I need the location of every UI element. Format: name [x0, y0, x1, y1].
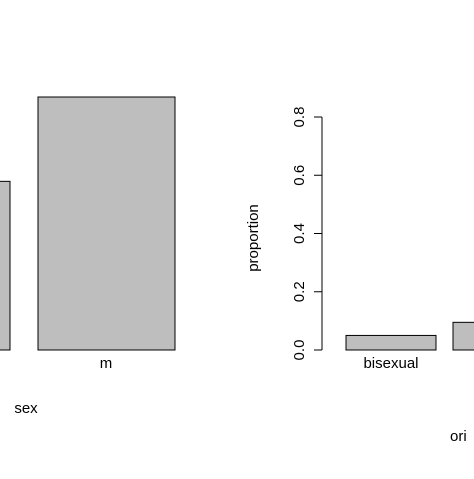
- orientation-y-axis-label: proportion: [245, 204, 262, 272]
- sex-bars: [0, 96, 176, 351]
- sex-x-axis-label: sex: [14, 400, 38, 417]
- sex-panel: m sex: [0, 96, 176, 417]
- orientation-bars: [345, 321, 474, 351]
- sex-bar-m: [37, 96, 176, 351]
- orientation-category-label-bisexual: bisexual: [363, 355, 418, 372]
- orientation-y-ticks: 0.0 0.2 0.4 0.6 0.8: [291, 107, 322, 361]
- y-tick-label: 0.2: [291, 281, 308, 302]
- sex-category-label-m: m: [100, 355, 113, 372]
- orientation-bar-partial: [452, 321, 474, 351]
- y-tick-label: 0.0: [291, 340, 308, 361]
- orientation-bar-bisexual: [345, 334, 437, 351]
- y-tick-label: 0.6: [291, 165, 308, 186]
- sex-bar-partial: [0, 180, 11, 351]
- y-tick-label: 0.8: [291, 107, 308, 128]
- orientation-x-axis-label: ori: [450, 428, 467, 445]
- orientation-panel: 0.0 0.2 0.4 0.6 0.8 proportion bisexual ori: [245, 107, 474, 445]
- y-tick-label: 0.4: [291, 223, 308, 244]
